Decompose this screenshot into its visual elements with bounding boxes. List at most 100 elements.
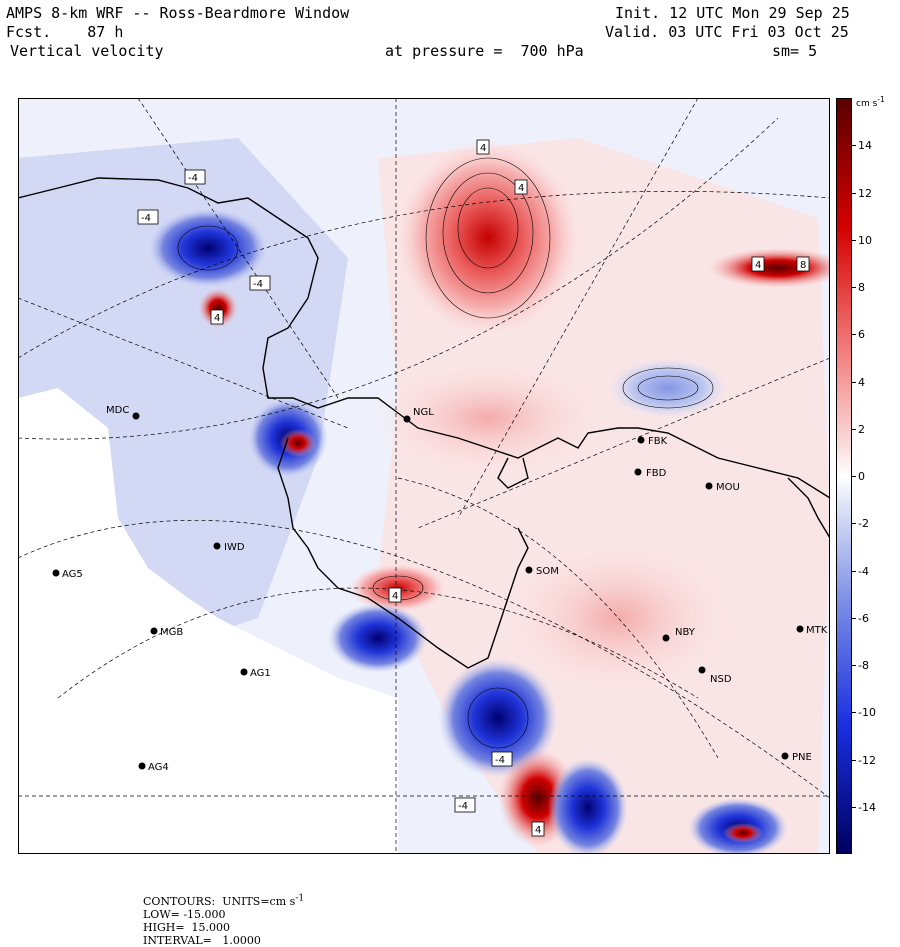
colorbar-tick: -6 xyxy=(852,611,869,625)
station-NSD[interactable]: NSD xyxy=(698,666,732,686)
svg-text:MGB: MGB xyxy=(160,627,183,638)
contour-label: 4 xyxy=(531,821,545,837)
no-data-region xyxy=(18,388,398,854)
valid-time: Valid. 03 UTC Fri 03 Oct 25 xyxy=(605,23,849,41)
station-MDC[interactable]: MDC xyxy=(106,405,140,420)
downdraft-beardmore xyxy=(438,658,558,778)
contour-label: 8 xyxy=(796,256,810,272)
color-scale-bar xyxy=(836,98,852,854)
station-MGB[interactable]: MGB xyxy=(150,627,184,638)
svg-text:MDC: MDC xyxy=(106,405,129,416)
station-PNE[interactable]: PNE xyxy=(781,752,812,763)
stations: MDC NGL FBK FBD MOU IWD AG5 SOM MGB NBY … xyxy=(52,405,828,773)
colorbar-units: cm s-1 xyxy=(856,95,885,109)
downdraft-east xyxy=(608,358,728,418)
svg-text:NBY: NBY xyxy=(675,627,696,638)
colorbar-tick: 6 xyxy=(852,328,865,342)
updraft-southeast xyxy=(723,823,763,843)
svg-text:FBD: FBD xyxy=(646,468,667,479)
svg-text:8: 8 xyxy=(800,260,806,271)
svg-text:-4: -4 xyxy=(458,801,468,812)
colorbar-tick: 8 xyxy=(852,281,865,294)
vertical-velocity-map: MDC NGL FBK FBD MOU IWD AG5 SOM MGB NBY … xyxy=(18,98,830,854)
station-AG5[interactable]: AG5 xyxy=(52,569,83,580)
svg-text:-4: -4 xyxy=(141,213,151,224)
colorbar-tick: 4 xyxy=(852,375,865,389)
station-AG4[interactable]: AG4 xyxy=(138,762,169,773)
station-NGL[interactable]: NGL xyxy=(403,407,435,423)
plot-title: AMPS 8-km WRF -- Ross-Beardmore Window xyxy=(6,4,350,22)
svg-text:IWD: IWD xyxy=(224,542,245,553)
footer-interval: INTERVAL= 1.0000 xyxy=(143,933,261,947)
station-SOM[interactable]: SOM xyxy=(525,566,559,577)
svg-text:PNE: PNE xyxy=(792,752,812,763)
svg-text:4: 4 xyxy=(755,260,761,271)
colorbar-tick: -4 xyxy=(852,564,869,578)
contour-label: 4 xyxy=(751,256,765,272)
svg-text:AG5: AG5 xyxy=(62,569,83,580)
forecast-hour: Fcst. 87 h xyxy=(6,23,124,41)
colorbar-tick: -10 xyxy=(852,706,876,720)
updraft-maximum-north xyxy=(393,138,583,338)
downdraft-coast-c xyxy=(328,603,428,673)
coastline xyxy=(18,177,830,669)
svg-text:AG1: AG1 xyxy=(250,668,271,679)
contour-value-labels: 4 4 -4 -4 4 -4 4 8 4 -4 4 -4 xyxy=(137,139,810,837)
svg-text:MTK: MTK xyxy=(806,625,828,636)
station-IWD[interactable]: IWD xyxy=(213,542,245,553)
svg-text:AG4: AG4 xyxy=(148,762,169,773)
svg-text:MOU: MOU xyxy=(716,482,740,493)
svg-text:4: 4 xyxy=(518,183,524,194)
map-panel: MDC NGL FBK FBD MOU IWD AG5 SOM MGB NBY … xyxy=(18,98,830,854)
svg-text:NGL: NGL xyxy=(413,407,434,418)
updraft-band-central xyxy=(368,358,608,478)
contour-label: 4 xyxy=(476,139,490,155)
contour-info-footer: CONTOURS: UNITS=cm s-1 LOW= -15.000 HIGH… xyxy=(136,879,330,947)
svg-text:-4: -4 xyxy=(188,173,198,184)
svg-text:4: 4 xyxy=(392,591,398,602)
footer-contours-units: CONTOURS: UNITS=cm s-1 xyxy=(143,892,305,908)
station-AG1[interactable]: AG1 xyxy=(240,668,271,679)
graticule xyxy=(18,98,830,854)
station-MOU[interactable]: MOU xyxy=(705,482,740,493)
colorbar-tick: -2 xyxy=(852,517,869,531)
svg-text:-4: -4 xyxy=(495,755,505,766)
downdraft-south xyxy=(548,758,628,854)
svg-text:NSD: NSD xyxy=(710,674,732,685)
smoothing-label: sm= 5 xyxy=(772,42,818,60)
colorbar-tick: 14 xyxy=(852,139,872,153)
svg-text:4: 4 xyxy=(480,143,486,154)
svg-text:SOM: SOM xyxy=(536,566,559,577)
contour-lines xyxy=(177,157,714,749)
contour-label: 4 xyxy=(388,587,402,603)
station-NBY[interactable]: NBY xyxy=(662,627,696,642)
colorbar-tick: 0 xyxy=(852,470,865,483)
svg-text:-4: -4 xyxy=(253,279,263,290)
init-time: Init. 12 UTC Mon 29 Sep 25 xyxy=(615,4,850,22)
colorbar-tick: 12 xyxy=(852,186,872,200)
svg-text:FBK: FBK xyxy=(648,436,668,447)
svg-text:4: 4 xyxy=(214,313,220,324)
contour-label: 4 xyxy=(514,179,528,195)
contour-label: -4 xyxy=(184,169,206,185)
downdraft-northwest xyxy=(148,208,268,288)
updraft-region-shelf-south xyxy=(498,538,738,698)
updraft-coast-b xyxy=(198,288,238,328)
colorbar-tick: 10 xyxy=(852,233,872,247)
contour-label: -4 xyxy=(491,751,513,767)
colorbar-tick: -12 xyxy=(852,753,876,767)
station-MTK[interactable]: MTK xyxy=(796,625,828,636)
station-FBK[interactable]: FBK xyxy=(637,436,668,447)
colorbar-tick: 2 xyxy=(852,422,865,436)
colorbar-tick: -8 xyxy=(852,659,869,672)
svg-text:4: 4 xyxy=(535,825,541,836)
station-FBD[interactable]: FBD xyxy=(634,468,667,479)
pressure-level: at pressure = 700 hPa xyxy=(385,42,584,60)
updraft-coast-a xyxy=(280,429,316,457)
contour-label: -4 xyxy=(137,209,159,225)
contour-label: -4 xyxy=(454,797,476,813)
contour-label: 4 xyxy=(210,309,224,325)
field-name: Vertical velocity xyxy=(10,42,164,60)
footer-high: HIGH= 15.000 xyxy=(143,920,231,934)
map-border xyxy=(18,98,830,854)
